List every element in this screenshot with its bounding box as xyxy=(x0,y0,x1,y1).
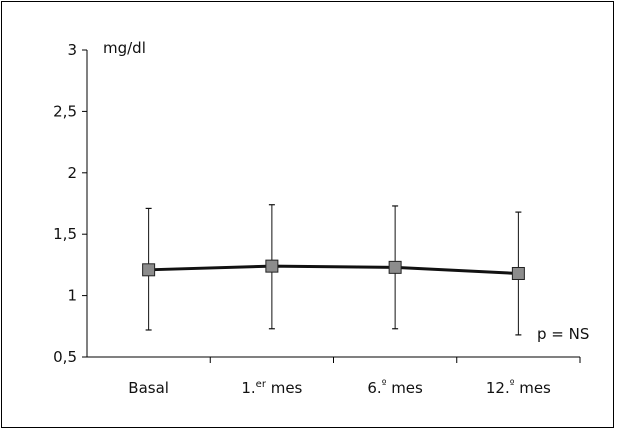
x-category-label: 6.º mes xyxy=(367,379,423,397)
y-ticks: 0,5 1 1,5 2 2,5 3 xyxy=(53,41,87,366)
x-ticks: Basal 1.er mes 6.º mes 12.º mes xyxy=(128,357,581,397)
x-category-label: 12.º mes xyxy=(486,379,551,397)
data-point-marker xyxy=(142,263,156,277)
y-tick-label: 1 xyxy=(67,287,77,305)
data-point-marker xyxy=(388,260,402,274)
series-line xyxy=(148,264,519,275)
y-tick-label: 0,5 xyxy=(53,348,77,366)
y-tick-label: 2,5 xyxy=(53,102,77,120)
significance-annotation: p = NS xyxy=(537,325,589,343)
x-category-label: 1.er mes xyxy=(241,379,302,397)
y-unit-label: mg/dl xyxy=(103,39,146,57)
data-point-marker xyxy=(265,259,279,273)
y-tick-label: 2 xyxy=(67,164,77,182)
x-category-label: Basal xyxy=(128,379,169,397)
y-tick-label: 3 xyxy=(67,41,77,59)
data-markers xyxy=(142,259,525,280)
data-point-marker xyxy=(511,266,525,280)
y-tick-label: 1,5 xyxy=(53,225,77,243)
chart-frame: 0,5 1 1,5 2 2,5 3 Basal 1.er mes 6.º mes 12.º me… xyxy=(1,1,614,428)
